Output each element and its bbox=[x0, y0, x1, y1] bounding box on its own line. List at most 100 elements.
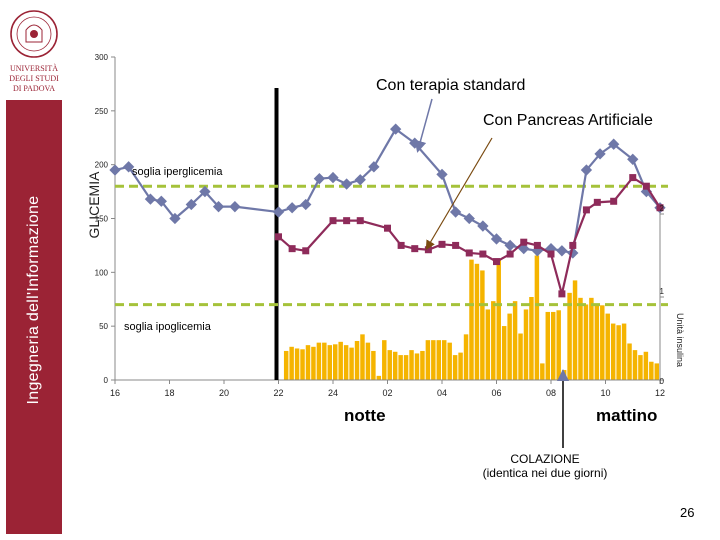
insulin-bar bbox=[431, 340, 436, 380]
insulin-bar bbox=[643, 351, 649, 380]
series-line-standard bbox=[114, 127, 661, 255]
point-standard bbox=[272, 206, 285, 218]
insulin-bar bbox=[387, 350, 392, 380]
point-artificial bbox=[384, 224, 391, 232]
point-standard bbox=[229, 200, 241, 213]
x-tick-label: 04 bbox=[437, 388, 447, 398]
label-night: notte bbox=[344, 406, 386, 425]
point-standard bbox=[627, 153, 639, 165]
x-tick-label: 18 bbox=[164, 388, 174, 398]
point-artificial bbox=[479, 250, 487, 258]
point-artificial bbox=[593, 198, 601, 206]
insulin-bar bbox=[371, 350, 376, 380]
label-breakfast: COLAZIONE (identica nei due giorni) bbox=[465, 452, 625, 480]
insulin-bar bbox=[409, 350, 414, 380]
insulin-bar bbox=[452, 355, 458, 380]
insulin-bar bbox=[545, 311, 551, 380]
point-standard bbox=[144, 193, 157, 205]
insulin-bar bbox=[442, 340, 447, 380]
insulin-bar bbox=[621, 323, 627, 380]
insulin-bar bbox=[420, 350, 425, 380]
slide-number: 26 bbox=[680, 505, 695, 520]
label-morning: mattino bbox=[596, 406, 658, 425]
insulin-bar bbox=[283, 350, 289, 380]
insulin-bar bbox=[354, 340, 360, 380]
sidebar-band bbox=[6, 100, 62, 534]
insulin-bar bbox=[469, 259, 474, 380]
sidebar: UNIVERSITÀ DEGLI STUDI DI PADOVA Ingegne… bbox=[0, 0, 62, 540]
arrow-artificial bbox=[425, 137, 493, 251]
insulin-bar bbox=[360, 334, 365, 380]
point-artificial bbox=[275, 233, 282, 241]
point-artificial bbox=[452, 241, 460, 249]
label-hypo-threshold: soglia ipoglicemia bbox=[124, 321, 211, 333]
x-tick-label: 24 bbox=[328, 388, 338, 398]
insulin-bar bbox=[540, 363, 545, 380]
label-standard-therapy: Con terapia standard bbox=[376, 77, 526, 94]
point-standard bbox=[594, 148, 606, 160]
insulin-bar bbox=[311, 346, 316, 380]
point-artificial bbox=[569, 241, 577, 249]
point-standard bbox=[212, 200, 225, 213]
logo-text: UNIVERSITÀ DEGLI STUDI DI PADOVA bbox=[6, 64, 62, 94]
point-artificial bbox=[329, 217, 337, 225]
insulin-bar bbox=[474, 263, 480, 380]
insulin-bar bbox=[480, 270, 485, 380]
y-tick-label: 150 bbox=[95, 215, 109, 224]
insulin-bar bbox=[392, 351, 398, 380]
point-standard bbox=[109, 164, 121, 176]
y2-tick-label: 0 bbox=[660, 377, 665, 386]
insulin-bar bbox=[616, 325, 621, 380]
insulin-bar bbox=[458, 352, 463, 380]
insulin-bar bbox=[649, 361, 654, 380]
point-standard bbox=[327, 171, 339, 184]
insulin-bar bbox=[605, 313, 610, 380]
insulin-bar bbox=[403, 355, 409, 380]
point-standard bbox=[436, 168, 448, 181]
insulin-bar bbox=[382, 340, 387, 380]
x-tick-label: 02 bbox=[382, 388, 392, 398]
y-tick-label: 50 bbox=[99, 322, 108, 331]
y-tick-label: 0 bbox=[104, 376, 109, 385]
point-artificial bbox=[547, 250, 555, 258]
logo-line-3: DI PADOVA bbox=[12, 84, 55, 93]
point-artificial bbox=[411, 245, 419, 253]
point-artificial bbox=[656, 204, 664, 212]
point-artificial bbox=[506, 250, 514, 258]
x-tick-label: 08 bbox=[546, 388, 556, 398]
insulin-bar bbox=[294, 348, 300, 380]
insulin-bar bbox=[512, 301, 518, 380]
insulin-bar bbox=[632, 350, 638, 380]
insulin-bar bbox=[501, 326, 507, 380]
insulin-bar bbox=[556, 310, 561, 380]
point-standard bbox=[199, 185, 211, 198]
point-standard bbox=[169, 212, 181, 225]
insulin-bar bbox=[523, 309, 529, 380]
insulin-bar bbox=[338, 341, 343, 380]
x-tick-label: 20 bbox=[219, 388, 229, 398]
insulin-bar bbox=[376, 375, 382, 380]
point-artificial bbox=[302, 247, 310, 255]
x-tick-label: 06 bbox=[491, 388, 501, 398]
insulin-bar bbox=[567, 292, 572, 380]
logo-line-2: DEGLI STUDI bbox=[9, 74, 59, 83]
label-breakfast-line1: COLAZIONE bbox=[510, 452, 580, 466]
insulin-bar bbox=[343, 345, 349, 380]
insulin-bar bbox=[589, 297, 594, 380]
insulin-bar bbox=[322, 342, 327, 380]
point-artificial bbox=[520, 238, 528, 246]
arrow-standard bbox=[414, 98, 433, 153]
insulin-bar bbox=[583, 304, 589, 380]
university-seal-icon bbox=[10, 10, 58, 58]
insulin-bar bbox=[627, 343, 632, 380]
point-artificial bbox=[343, 217, 351, 225]
point-artificial bbox=[356, 217, 364, 225]
insulin-bar bbox=[534, 255, 540, 380]
point-artificial bbox=[493, 258, 500, 266]
x-tick-label: 22 bbox=[273, 388, 283, 398]
point-standard bbox=[463, 212, 475, 225]
label-artificial-pancreas: Con Pancreas Artificiale bbox=[483, 112, 653, 129]
insulin-bar bbox=[327, 345, 333, 380]
point-standard bbox=[490, 233, 503, 245]
insulin-bar bbox=[365, 342, 371, 380]
